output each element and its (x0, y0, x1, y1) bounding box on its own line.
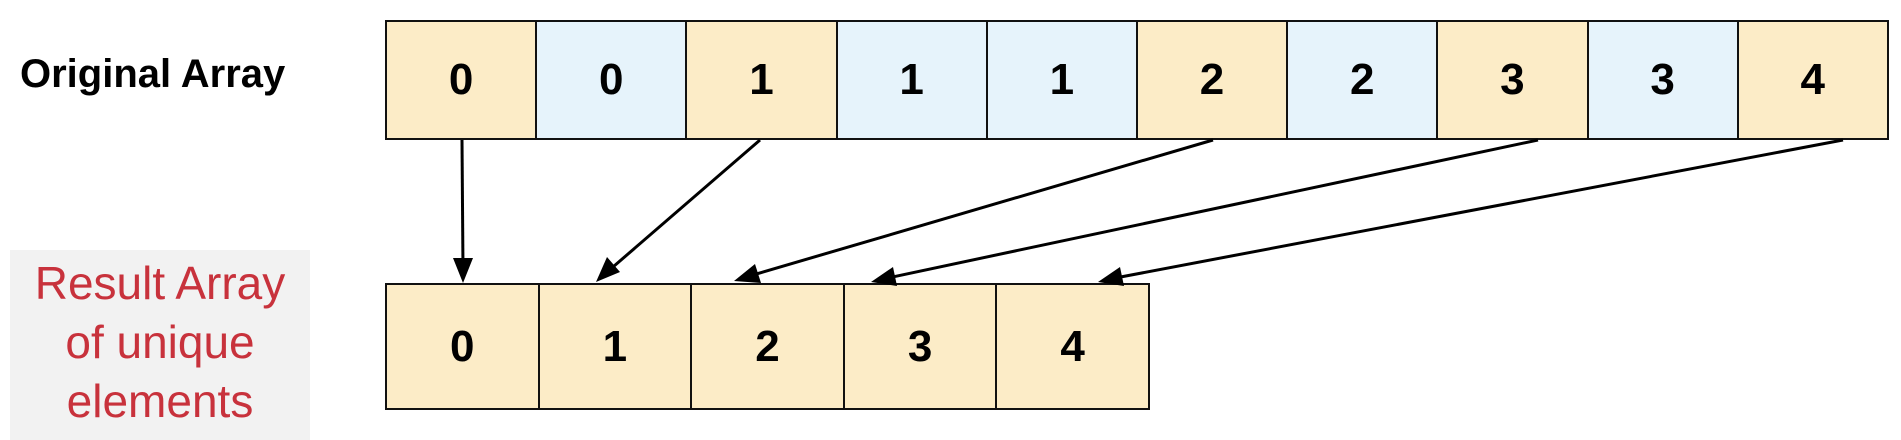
original-array: 0 0 1 1 1 2 2 3 3 4 (385, 20, 1889, 140)
mapping-arrow-5-to-2 (745, 138, 1214, 279)
arrowhead-icon (453, 258, 473, 283)
original-array-label: Original Array (20, 52, 286, 96)
result-label-line-2: of unique (65, 316, 255, 368)
arrowhead-icon (596, 257, 620, 282)
arrowhead-icon (1098, 267, 1124, 286)
result-array-label-box: Result Array of unique elements (10, 250, 310, 440)
result-array: 0 1 2 3 4 (385, 283, 1150, 410)
result-cell-3: 3 (842, 283, 998, 410)
original-cell-7: 3 (1436, 20, 1589, 140)
mapping-arrow-0-to-0 (460, 139, 465, 271)
original-cell-3: 1 (835, 20, 988, 140)
original-cell-2: 1 (685, 20, 838, 140)
original-cell-0: 0 (385, 20, 538, 140)
arrowhead-icon (734, 264, 761, 283)
mapping-arrow-7-to-3 (882, 138, 1539, 281)
mapping-arrow-9-to-4 (1109, 138, 1844, 281)
result-array-label: Result Array of unique elements (10, 254, 310, 431)
arrowhead-icon (871, 267, 897, 286)
original-cell-4: 1 (985, 20, 1138, 140)
result-cell-1: 1 (537, 283, 693, 410)
result-label-line-3: elements (66, 375, 254, 427)
original-cell-5: 2 (1135, 20, 1289, 140)
mapping-arrow-2-to-1 (605, 138, 761, 275)
original-cell-8: 3 (1586, 20, 1739, 140)
result-label-line-1: Result Array (34, 257, 286, 309)
result-cell-2: 2 (690, 283, 845, 410)
result-cell-4: 4 (995, 283, 1150, 410)
original-cell-9: 4 (1736, 20, 1889, 140)
